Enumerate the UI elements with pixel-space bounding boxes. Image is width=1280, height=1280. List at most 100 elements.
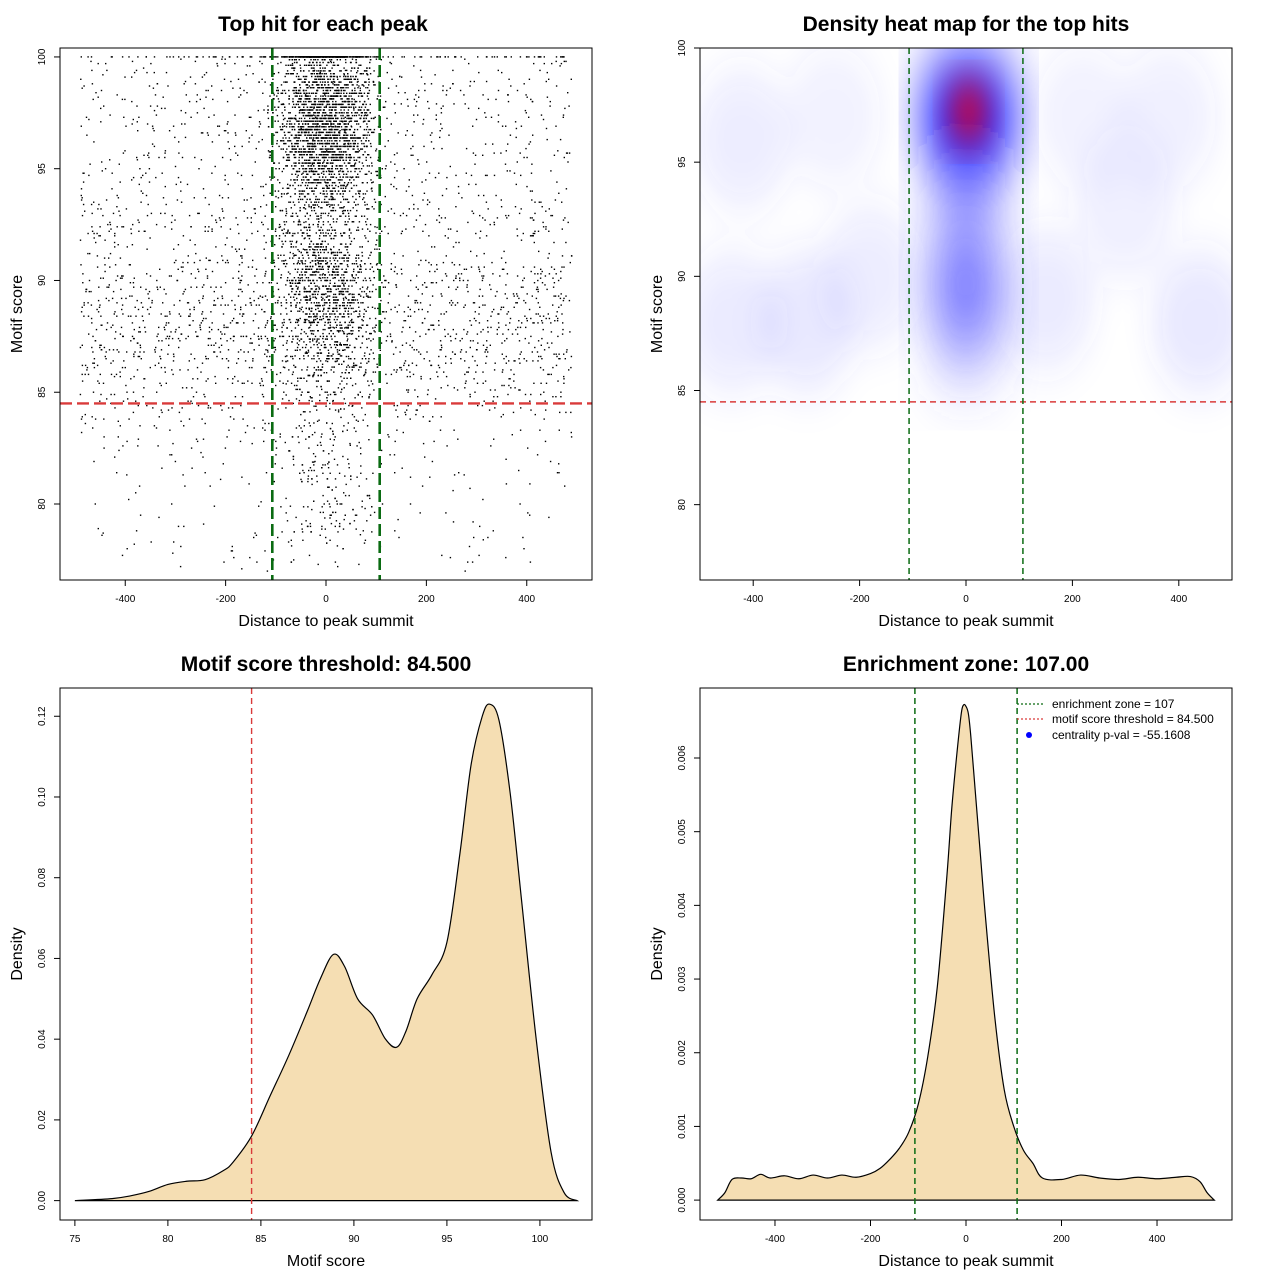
scatter-point	[178, 152, 180, 154]
scatter-point	[84, 413, 86, 416]
scatter-point	[332, 151, 334, 153]
scatter-point	[397, 92, 400, 94]
scatter-point	[340, 112, 342, 114]
scatter-point	[494, 407, 496, 409]
scatter-point	[301, 369, 303, 371]
scatter-point	[250, 221, 252, 224]
scatter-point	[331, 229, 334, 231]
scatter-point	[197, 268, 199, 270]
scatter-point	[308, 120, 310, 122]
scatter-point	[316, 259, 318, 262]
scatter-point	[223, 561, 225, 563]
scatter-point	[361, 255, 364, 257]
scatter-point	[344, 126, 346, 128]
scatter-point	[264, 550, 266, 552]
scatter-point	[479, 214, 481, 217]
scatter-point	[564, 358, 566, 360]
scatter-point	[251, 382, 253, 384]
scatter-point	[325, 405, 327, 407]
scatter-point	[93, 460, 95, 463]
scatter-point	[432, 416, 434, 418]
scatter-point	[307, 290, 309, 293]
scatter-point	[370, 172, 372, 174]
scatter-point	[444, 217, 446, 219]
scatter-point	[318, 271, 320, 273]
scatter-point	[233, 418, 235, 420]
scatter-point	[227, 197, 230, 199]
scatter-point	[485, 355, 488, 358]
scatter-point	[129, 264, 131, 266]
scatter-point	[231, 246, 233, 248]
scatter-point	[311, 117, 314, 120]
scatter-point	[520, 125, 523, 127]
scatter-point	[281, 260, 283, 262]
scatter-point	[496, 333, 498, 335]
scatter-point	[319, 192, 322, 194]
scatter-point	[314, 187, 316, 189]
scatter-point	[293, 89, 295, 92]
scatter-point	[491, 311, 493, 313]
scatter-point	[386, 117, 388, 120]
scatter-point	[350, 333, 353, 335]
scatter-point	[450, 358, 452, 360]
scatter-point	[315, 116, 317, 118]
scatter-point	[557, 380, 559, 382]
scatter-point	[81, 373, 83, 376]
scatter-point	[177, 268, 179, 270]
scatter-point	[142, 306, 144, 308]
scatter-point	[541, 320, 543, 322]
scatter-point	[390, 208, 393, 210]
scatter-point	[312, 296, 314, 298]
scatter-point	[358, 441, 360, 444]
scatter-point	[243, 199, 245, 201]
scatter-point	[520, 239, 523, 241]
scatter-point	[562, 116, 564, 118]
scatter-point	[441, 295, 443, 297]
scatter-point	[139, 425, 141, 427]
scatter-point	[500, 206, 503, 208]
scatter-point	[223, 78, 226, 80]
scatter-point	[330, 263, 332, 265]
scatter-point	[125, 384, 127, 387]
scatter-point	[253, 333, 255, 335]
scatter-point	[561, 201, 563, 203]
scatter-point	[329, 316, 331, 318]
scatter-point	[523, 277, 525, 279]
scatter-point	[288, 89, 290, 92]
scatter-point	[530, 172, 533, 174]
scatter-point	[171, 369, 173, 371]
scatter-point	[115, 279, 117, 282]
scatter-point	[179, 299, 181, 302]
scatter-point	[238, 248, 240, 250]
scatter-point	[328, 103, 330, 106]
scatter-point	[329, 321, 332, 324]
scatter-point	[227, 360, 230, 362]
scatter-point	[418, 351, 420, 353]
scatter-point	[327, 182, 329, 184]
scatter-point	[482, 498, 484, 501]
scatter-point	[277, 299, 279, 302]
scatter-point	[343, 518, 345, 521]
scatter-point	[245, 74, 247, 76]
scatter-point	[439, 136, 441, 139]
scatter-point	[181, 270, 184, 273]
scatter-point	[426, 203, 429, 206]
scatter-point	[167, 409, 170, 411]
scatter-point	[323, 78, 326, 80]
scatter-point	[326, 399, 328, 402]
scatter-point	[138, 221, 140, 224]
scatter-point	[435, 103, 438, 105]
scatter-point	[301, 235, 303, 237]
scatter-point	[133, 353, 135, 355]
scatter-point	[179, 565, 182, 568]
scatter-point	[396, 311, 398, 313]
scatter-point	[300, 413, 302, 416]
scatter-point	[166, 335, 169, 338]
scatter-point	[342, 349, 344, 351]
scatter-point	[295, 75, 298, 78]
scatter-point	[516, 228, 518, 230]
scatter-point	[291, 62, 294, 65]
scatter-point	[332, 296, 334, 298]
scatter-point	[326, 87, 328, 89]
scatter-point	[329, 257, 331, 259]
